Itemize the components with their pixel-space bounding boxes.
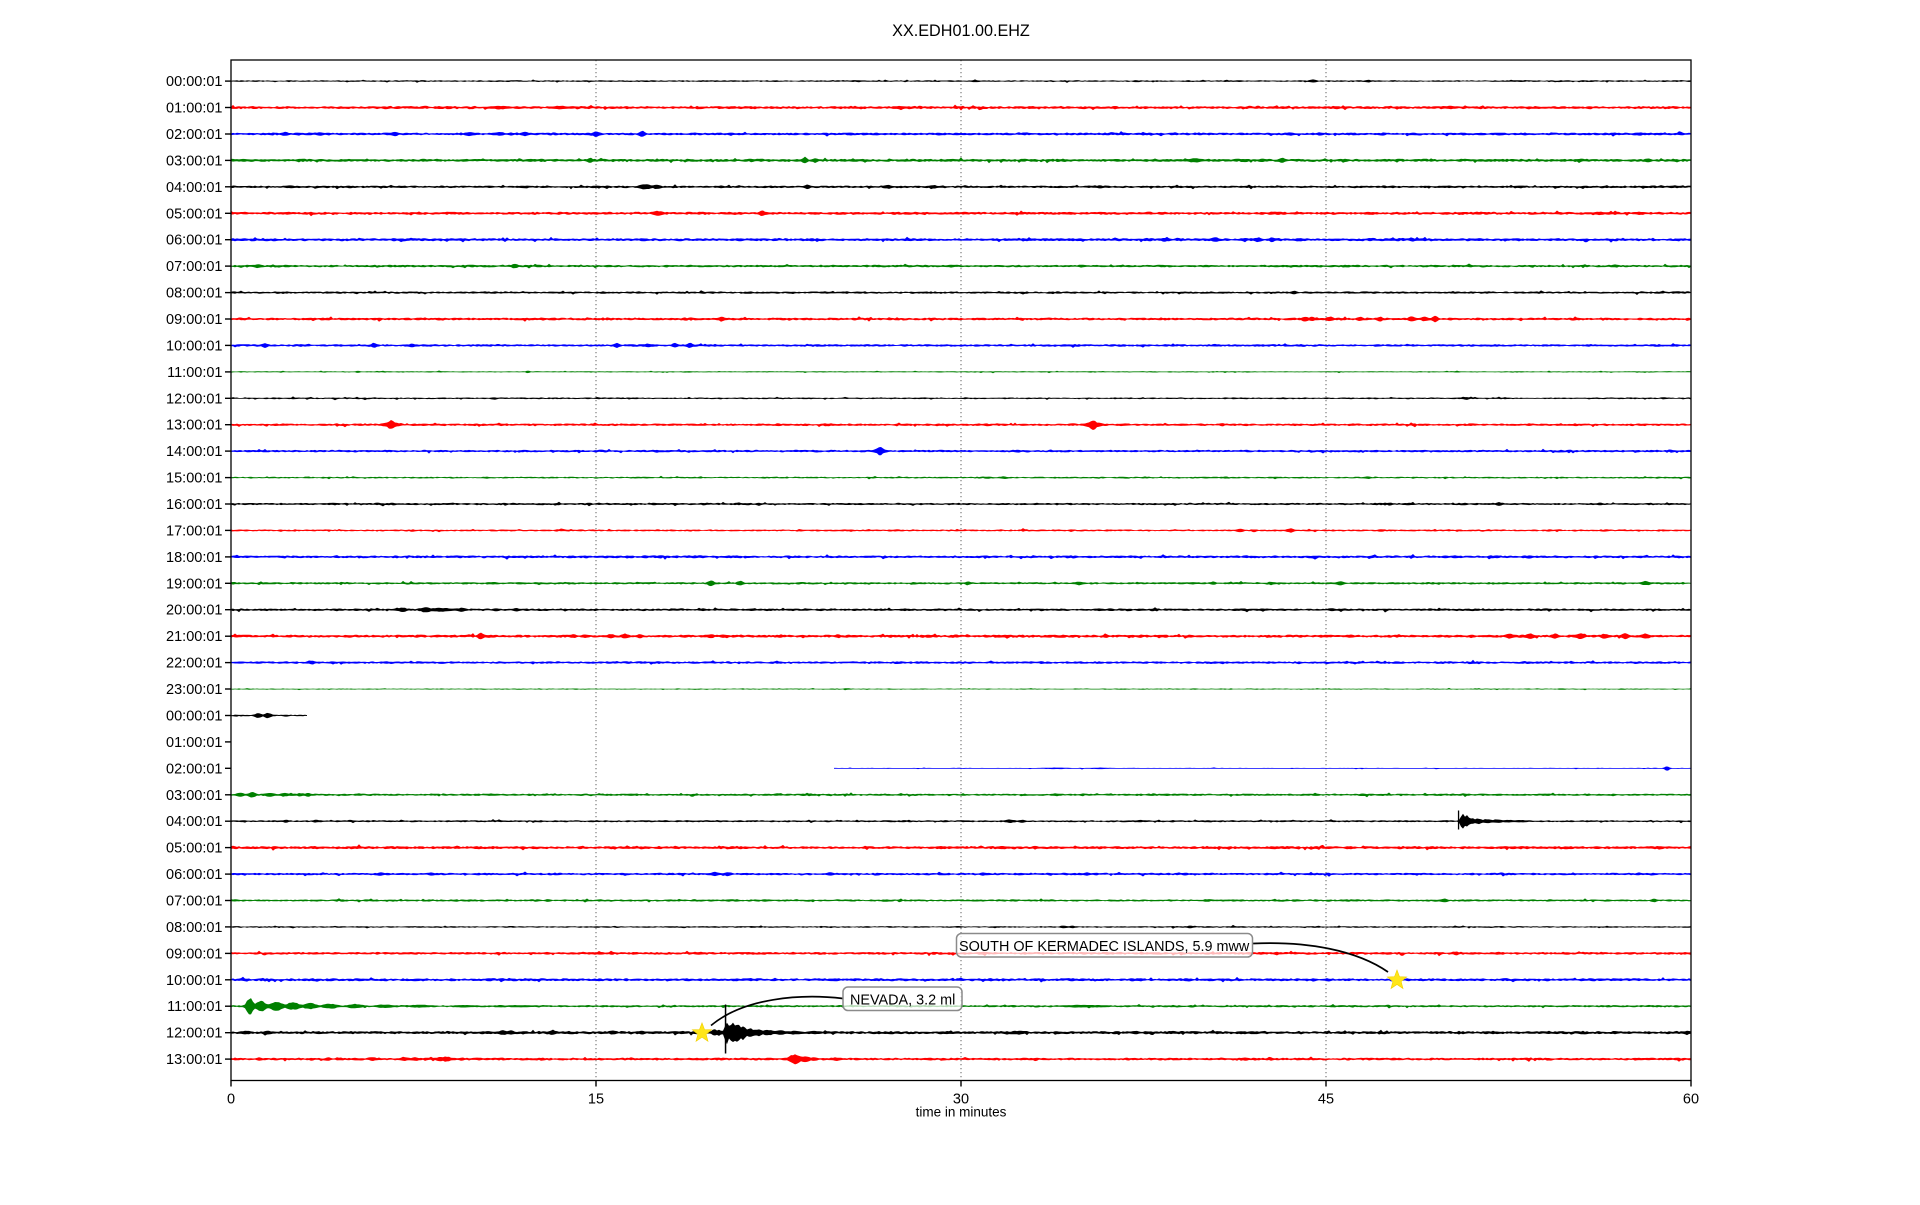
svg-text:XX.EDH01.00.EHZ: XX.EDH01.00.EHZ: [892, 22, 1030, 40]
svg-text:17:00:01: 17:00:01: [166, 523, 222, 539]
svg-text:11:00:01: 11:00:01: [167, 999, 222, 1015]
svg-text:19:00:01: 19:00:01: [166, 576, 222, 592]
svg-text:06:00:01: 06:00:01: [166, 867, 222, 883]
svg-text:14:00:01: 14:00:01: [166, 444, 222, 460]
svg-text:0: 0: [227, 1092, 235, 1108]
svg-text:00:00:01: 00:00:01: [166, 74, 222, 90]
svg-text:13:00:01: 13:00:01: [166, 418, 222, 434]
svg-text:SOUTH OF KERMADEC ISLANDS, 5.9: SOUTH OF KERMADEC ISLANDS, 5.9 mww: [959, 939, 1250, 955]
svg-text:18:00:01: 18:00:01: [166, 550, 222, 566]
svg-text:08:00:01: 08:00:01: [166, 920, 222, 936]
svg-text:04:00:01: 04:00:01: [166, 814, 222, 830]
svg-text:05:00:01: 05:00:01: [166, 841, 222, 857]
svg-text:05:00:01: 05:00:01: [166, 206, 222, 222]
svg-text:00:00:01: 00:00:01: [166, 709, 222, 725]
svg-text:12:00:01: 12:00:01: [166, 1026, 222, 1042]
svg-text:01:00:01: 01:00:01: [166, 101, 222, 117]
svg-text:45: 45: [1318, 1092, 1334, 1108]
svg-text:time in minutes: time in minutes: [916, 1105, 1007, 1120]
svg-text:15:00:01: 15:00:01: [166, 471, 222, 487]
svg-text:30: 30: [953, 1092, 969, 1108]
svg-text:22:00:01: 22:00:01: [166, 656, 222, 672]
svg-text:60: 60: [1683, 1092, 1699, 1108]
svg-text:08:00:01: 08:00:01: [166, 286, 222, 302]
svg-text:02:00:01: 02:00:01: [166, 127, 222, 143]
svg-text:13:00:01: 13:00:01: [166, 1052, 222, 1068]
svg-text:03:00:01: 03:00:01: [166, 153, 222, 169]
svg-text:01:00:01: 01:00:01: [166, 735, 222, 751]
svg-text:16:00:01: 16:00:01: [166, 497, 222, 513]
svg-text:12:00:01: 12:00:01: [166, 391, 222, 407]
svg-text:03:00:01: 03:00:01: [166, 788, 222, 804]
svg-text:11:00:01: 11:00:01: [167, 365, 222, 381]
svg-text:02:00:01: 02:00:01: [166, 761, 222, 777]
svg-text:NEVADA, 3.2 ml: NEVADA, 3.2 ml: [850, 992, 955, 1008]
svg-text:10:00:01: 10:00:01: [166, 973, 222, 989]
svg-text:15: 15: [588, 1092, 604, 1108]
svg-text:04:00:01: 04:00:01: [166, 180, 222, 196]
svg-text:07:00:01: 07:00:01: [166, 894, 222, 910]
svg-text:10:00:01: 10:00:01: [166, 338, 222, 354]
svg-text:09:00:01: 09:00:01: [166, 946, 222, 962]
svg-text:20:00:01: 20:00:01: [166, 603, 222, 619]
svg-text:23:00:01: 23:00:01: [166, 682, 222, 698]
svg-text:21:00:01: 21:00:01: [166, 629, 222, 645]
svg-text:06:00:01: 06:00:01: [166, 233, 222, 249]
svg-text:07:00:01: 07:00:01: [166, 259, 222, 275]
svg-text:09:00:01: 09:00:01: [166, 312, 222, 328]
